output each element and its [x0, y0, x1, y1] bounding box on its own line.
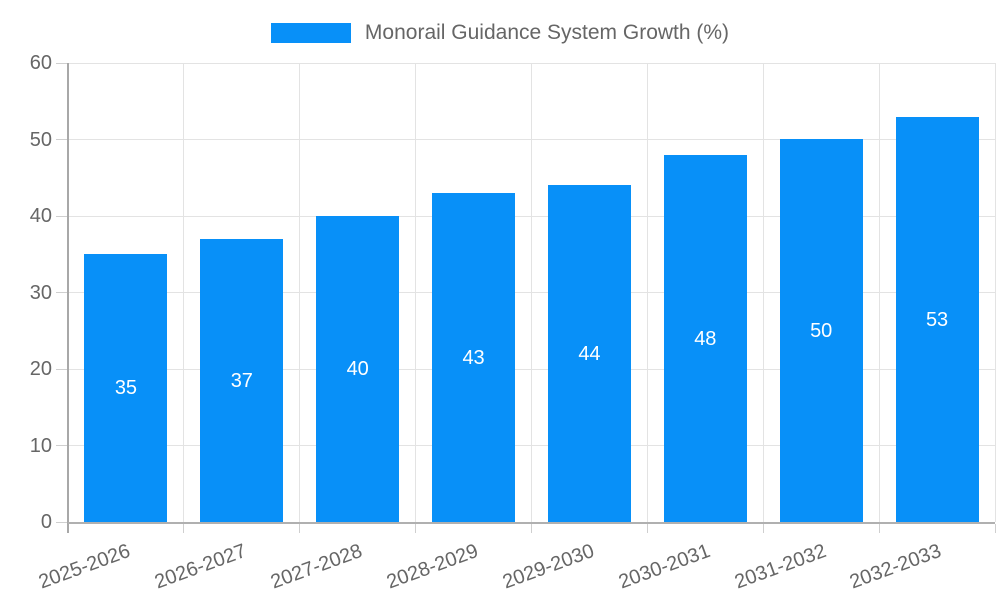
bar-value-label: 37	[230, 369, 253, 392]
bar-value-label: 43	[462, 346, 485, 369]
gridline-v	[183, 63, 185, 522]
x-axis-tick	[646, 524, 648, 533]
x-tick-label-text: 2032-2033	[847, 540, 945, 594]
bar[interactable]: 40	[316, 216, 400, 522]
x-tick-label-text: 2031-2032	[731, 540, 829, 594]
legend-label: Monorail Guidance System Growth (%)	[364, 21, 730, 44]
bar[interactable]: 37	[200, 239, 284, 522]
x-tick-label-text: 2025-2026	[36, 540, 134, 594]
bar-value-label: 40	[346, 358, 369, 380]
bar[interactable]: 35	[84, 254, 168, 522]
x-tick-label-text: 2029-2030	[499, 540, 597, 594]
x-axis-tick	[994, 524, 996, 533]
x-tick-label-text: 2026-2027	[151, 540, 250, 594]
x-axis-tick	[183, 524, 185, 533]
gridline-v	[531, 63, 532, 522]
x-axis-tick	[299, 524, 301, 533]
y-axis-tick	[56, 521, 68, 523]
bar-value-label: 35	[114, 377, 138, 399]
x-axis-tick	[762, 524, 764, 533]
y-tick-label: 0	[40, 511, 52, 533]
y-axis-tick	[56, 445, 68, 446]
bar[interactable]: 53	[895, 117, 979, 522]
y-tick-label: 10	[29, 434, 52, 457]
x-tick-label-text: 2028-2029	[383, 540, 482, 594]
x-tick-label-text: 2030-2031	[615, 540, 713, 594]
x-axis-tick	[531, 524, 532, 533]
bar[interactable]: 50	[779, 139, 863, 522]
y-tick-label: 50	[29, 128, 52, 151]
gridline-v	[994, 63, 996, 522]
bar[interactable]: 44	[547, 185, 631, 522]
y-axis-tick	[56, 62, 68, 64]
y-tick-label: 30	[29, 281, 52, 304]
legend-item[interactable]: Monorail Guidance System Growth (%)	[0, 14, 1000, 52]
legend-swatch	[270, 23, 351, 43]
bar[interactable]: 48	[663, 155, 747, 522]
x-axis-tick	[415, 524, 417, 533]
x-axis-tick	[878, 524, 880, 533]
gridline-v	[878, 63, 880, 522]
x-tick-label-text: 2027-2028	[267, 540, 366, 594]
gridline-v	[299, 63, 301, 522]
gridline-v	[415, 63, 417, 522]
y-axis-tick	[56, 292, 68, 293]
bar-value-label: 48	[694, 327, 717, 350]
bar[interactable]: 43	[432, 193, 516, 522]
bar-value-label: 50	[810, 319, 833, 342]
y-axis-tick	[56, 215, 68, 217]
y-tick-label: 20	[29, 358, 52, 380]
y-tick-label: 60	[29, 52, 52, 74]
bar-value-label: 53	[925, 308, 949, 331]
y-axis-tick	[56, 368, 68, 370]
gridline-v	[646, 63, 648, 522]
y-tick-label: 40	[29, 205, 52, 227]
y-axis-line	[67, 63, 69, 533]
gridline-v	[762, 63, 764, 522]
x-axis-line	[68, 522, 995, 524]
bar-value-label: 44	[578, 342, 601, 365]
y-axis-tick	[56, 139, 68, 140]
